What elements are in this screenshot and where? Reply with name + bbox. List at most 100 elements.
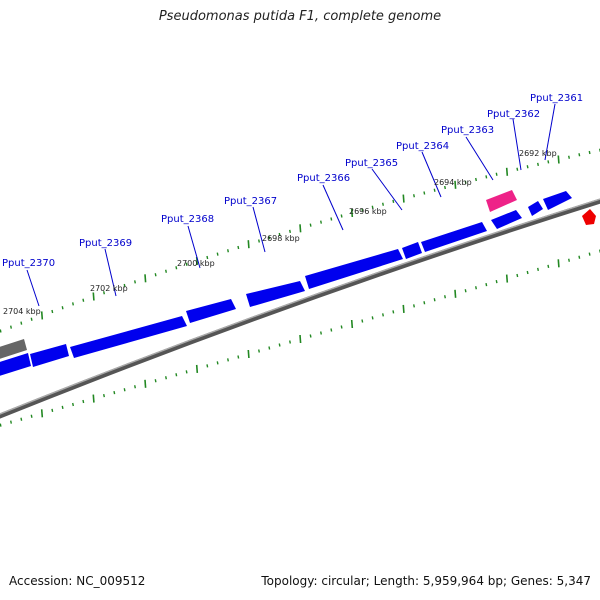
- inner-tick: [227, 358, 229, 362]
- gene-pput-2362[interactable]: [528, 201, 543, 216]
- outer-tick: [485, 175, 488, 179]
- label-pput-2362[interactable]: Pput_2362: [487, 109, 540, 120]
- kbp-label-2696: 2696 kbp: [349, 207, 387, 216]
- outer-tick: [123, 283, 126, 288]
- inner-tick: [237, 355, 240, 359]
- label-pput-2365[interactable]: Pput_2365: [345, 158, 398, 169]
- outer-tick: [361, 208, 364, 212]
- leader-pput-2363: [465, 136, 494, 181]
- inner-tick: [268, 346, 271, 350]
- inner-tick: [361, 319, 364, 323]
- outer-tick: [258, 239, 260, 243]
- outer-tick: [247, 240, 250, 249]
- outer-tick: [495, 172, 498, 176]
- inner-tick: [516, 273, 519, 278]
- outer-tick: [165, 269, 167, 273]
- inner-tick: [144, 379, 147, 388]
- inner-tick: [505, 274, 509, 283]
- inner-tick: [165, 376, 167, 380]
- inner-tick: [247, 349, 250, 359]
- label-pput-2370[interactable]: Pput_2370: [2, 258, 55, 269]
- outer-tick: [144, 274, 147, 283]
- outer-tick: [320, 220, 322, 224]
- outer-tick: [299, 224, 302, 233]
- inner-tick: [20, 417, 23, 421]
- inner-tick: [30, 414, 33, 418]
- outer-tick: [206, 255, 209, 260]
- outer-tick: [30, 317, 33, 321]
- outer-tick: [330, 217, 333, 221]
- label-pput-2363[interactable]: Pput_2363: [441, 125, 494, 136]
- kbp-label-2704: 2704 kbp: [3, 307, 41, 316]
- leader-pput-2369: [104, 248, 117, 297]
- kbp-labels: 2704 kbp 2702 kbp 2700 kbp 2698 kbp 2696…: [3, 149, 557, 316]
- inner-tick: [382, 313, 384, 317]
- outer-tick: [289, 229, 291, 234]
- label-pput-2366[interactable]: Pput_2366: [297, 173, 350, 184]
- inner-tick: [299, 334, 302, 344]
- gene-pput-2366[interactable]: [246, 281, 305, 307]
- gene-grey[interactable]: [0, 339, 27, 361]
- gene-pput-2364[interactable]: [421, 222, 487, 252]
- outer-tick: [216, 252, 219, 256]
- inner-tick-row: [0, 249, 600, 427]
- gene-track: [0, 190, 596, 378]
- outer-tick: [423, 191, 426, 195]
- inner-tick: [175, 373, 178, 377]
- inner-tick: [258, 349, 260, 353]
- gene-pput-2363[interactable]: [491, 210, 522, 229]
- gene-pput-2368[interactable]: [70, 316, 187, 358]
- outer-tick: [309, 223, 312, 227]
- gene-pput-2365[interactable]: [305, 249, 403, 289]
- outer-tick: [340, 214, 343, 218]
- inner-tick: [454, 289, 457, 298]
- outer-tick: [547, 160, 550, 164]
- leader-pput-2364: [421, 151, 442, 198]
- outer-tick: [350, 208, 354, 218]
- marker-red[interactable]: [582, 209, 596, 225]
- outer-tick: [413, 194, 415, 198]
- outer-tick: [82, 298, 85, 302]
- gene-pput-2369[interactable]: [30, 344, 69, 367]
- inner-tick: [10, 420, 12, 424]
- outer-tick: [175, 266, 178, 270]
- inner-tick: [320, 331, 322, 335]
- map-title: Pseudomonas putida F1, complete genome: [158, 9, 442, 24]
- leader-pput-2365: [371, 168, 403, 211]
- inner-tick: [154, 379, 157, 383]
- outer-tick: [40, 311, 44, 320]
- label-pput-2361[interactable]: Pput_2361: [530, 93, 583, 104]
- gene-pput-2367[interactable]: [186, 299, 236, 323]
- gene-pput-2370[interactable]: [0, 353, 31, 378]
- label-pput-2364[interactable]: Pput_2364: [396, 141, 449, 152]
- label-pput-2367[interactable]: Pput_2367: [224, 196, 277, 207]
- outer-tick: [278, 232, 281, 237]
- rna-gene-pput-2363[interactable]: [486, 190, 517, 212]
- inner-tick: [423, 301, 426, 305]
- label-pput-2369[interactable]: Pput_2369: [79, 238, 132, 249]
- leader-pput-2370: [26, 269, 40, 307]
- outer-tick: [227, 249, 229, 253]
- gene-labels: Pput_2370 Pput_2369 Pput_2368 Pput_2367 …: [2, 93, 583, 307]
- gene-pput-2364a[interactable]: [402, 242, 422, 259]
- inner-tick: [103, 393, 105, 398]
- outer-tick: [392, 199, 395, 204]
- inner-tick: [526, 270, 529, 275]
- kbp-label-2702: 2702 kbp: [90, 284, 128, 293]
- gene-pput-2361[interactable]: [543, 191, 572, 210]
- leader-pput-2361: [544, 103, 556, 161]
- inner-tick: [578, 255, 581, 259]
- inner-tick: [206, 364, 209, 368]
- outer-tick: [382, 202, 384, 206]
- kbp-label-2692: 2692 kbp: [519, 149, 557, 158]
- outer-tick: [154, 273, 157, 277]
- label-pput-2368[interactable]: Pput_2368: [161, 214, 214, 225]
- outer-tick: [444, 185, 446, 190]
- inner-tick: [557, 259, 560, 268]
- inner-tick: [82, 399, 85, 404]
- inner-tick: [134, 385, 136, 389]
- inner-tick: [185, 370, 188, 374]
- outer-tick: [371, 205, 374, 209]
- inner-tick: [402, 304, 405, 313]
